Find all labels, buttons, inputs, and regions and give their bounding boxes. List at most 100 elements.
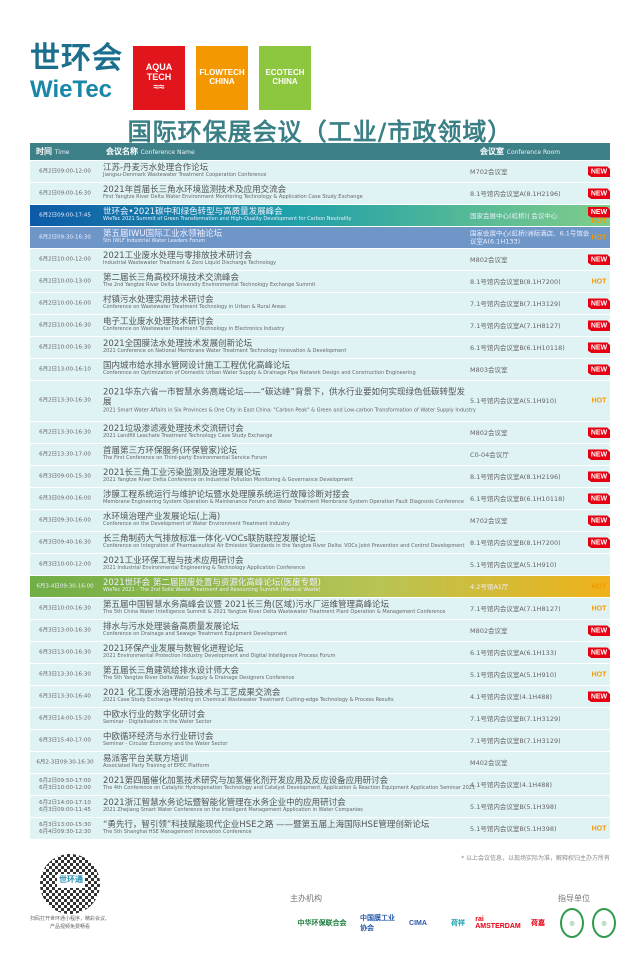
table-row: 6月2日13:30-17:00 首届第三方环保服务(环保管家)论坛 The Fir… [30, 444, 610, 465]
row-time: 6月3日13:30-16:40 [39, 692, 91, 699]
conference-room: 7.1号馆内会议室B(7.1H3129) [470, 299, 561, 308]
guide-logo-1: ◎ [560, 908, 584, 938]
table-row: 6月2日10:00-13:00 第二届长三角高校环境技术交流峰会 The 2nd … [30, 271, 610, 292]
conference-room: 5.1号馆内会议室B(5.1H398) [470, 824, 557, 833]
conference-name-cn: 首届第三方环保服务(环保管家)论坛 [103, 445, 238, 456]
table-row: 6月3日15:40-17:00 中欧循环经济与水行业研讨会 Seminar - C… [30, 730, 610, 751]
row-time: 6月2日10:00-13:00 [39, 277, 91, 284]
organizer-logo: 荷嘉 [531, 920, 545, 927]
conference-name-cn: 中欧水行业的数字化研讨会 [103, 709, 206, 720]
conference-room: 7.1号馆内会议室B(7.1H3129) [470, 736, 561, 745]
conference-room: M803会议室 [470, 365, 508, 374]
conference-name-en: 2021 Conference on National Membrane Wat… [103, 348, 347, 355]
new-badge: NEW [588, 342, 610, 353]
table-row: 6月3日14:00-15:20 中欧水行业的数字化研讨会 Seminar - Di… [30, 708, 610, 729]
row-time: 6月3日09:40-16:30 [39, 538, 91, 545]
conference-name-en: 2021 Zhejiang Smart Water Conference on … [103, 807, 363, 814]
conference-name-cn: 村镇污水处理实用技术研讨会 [103, 294, 214, 305]
col-time: 时间 Time [36, 147, 70, 156]
qr-label: 世环通 [57, 874, 85, 888]
table-row: 6月2日14:00-17:10 6月3日09:00-11:45 2021浙江智慧… [30, 796, 610, 817]
table-row: 6月3日09:00-16:00 涉膜工程系统运行与维护论坛暨水处理膜系统运行故障… [30, 488, 610, 509]
table-row: 6月3日10:00-12:00 2021工业环保工程与技术应用研讨会 2021 I… [30, 554, 610, 575]
conference-name-cn: 2021第四届催化加氢技术研究与加氢催化剂开发应用及反应设备应用研讨会 [103, 775, 389, 786]
row-time: 6月2日10:00-12:00 [39, 255, 91, 262]
table-row: 6月2日09:00-17:45 世环会•2021碳中和绿色转型与高质量发展峰会 W… [30, 205, 610, 226]
conference-room: 8.1号馆内会议室A(8.1H2196) [470, 472, 561, 481]
conference-name-en: 2021 Industrial Environmental Engineerin… [103, 565, 306, 572]
hot-badge: HOT [591, 278, 607, 285]
row-time: 6月3日10:00-12:00 [39, 560, 91, 567]
conference-name-en: 2021 Yangtze River Delta Conference on I… [103, 477, 354, 484]
conference-name-en: Industrial Wastewater Treatment & Zero L… [103, 260, 277, 267]
col-name: 会议名称 Conference Name [106, 147, 195, 156]
aquatech-logo: AQUA TECH ≈≈ [133, 46, 185, 110]
conference-name-en: Conference on Wastewater Treatment Techn… [103, 304, 286, 311]
conference-name-en: WieTec 2021 Summit of Green Transformati… [103, 216, 352, 223]
flowtech-logo: FLOWTECH CHINA [196, 46, 248, 110]
conference-name-en: Conference on Wastewater Treatment Techn… [103, 326, 285, 333]
conference-room: 8.1号馆内会议室A(8.1H2196) [470, 189, 561, 198]
conference-name-en: The 4th Conference on Catalytic Hydrogen… [103, 785, 476, 792]
new-badge: NEW [588, 320, 610, 331]
table-row: 6月2日09:00-12:00 江苏-丹麦污水处理合作论坛 Jiangsu-Den… [30, 161, 610, 182]
conference-name-en: 5th IWLF Industrial Water Leaders Forum [103, 238, 206, 245]
conference-name-cn: 中欧循环经济与水行业研讨会 [103, 731, 214, 742]
table-row: 6月3日13:00-15:30 6月4日09:30-12:30 “勇先行，智引领… [30, 818, 610, 839]
organizer-logo: 荷祥 [451, 920, 465, 927]
table-row: 6月2日13:30-16:30 2021垃圾渗滤液处理技术交流研讨会 2021 L… [30, 422, 610, 443]
conference-name-en: WieTec 2021 - The 2nd Solid Waste Treatm… [103, 587, 321, 594]
conference-name-cn: “勇先行，智引领”科技赋能现代企业HSE之路 ——暨第五届上海国际HSE管理创新… [103, 819, 430, 830]
row-time: 6月2日13:00-16:10 [39, 365, 91, 372]
conference-room: 5.1号馆内会议室A(5.1H910) [470, 396, 557, 405]
new-badge: NEW [588, 254, 610, 265]
row-time: 6月3日14:00-15:20 [39, 714, 91, 721]
conference-room: 国家会展中心(虹桥)| 会议中心 [470, 211, 558, 220]
conference-name-cn: 世环会•2021碳中和绿色转型与高质量发展峰会 [103, 206, 283, 217]
conference-room: 7.1号馆内会议室B(7.1H3129) [470, 714, 561, 723]
row-time: 6月2日14:00-17:10 6月3日09:00-11:45 [39, 799, 91, 813]
conference-name-en: The 5th China Water Intelligence Summit … [103, 609, 446, 616]
conference-room: 7.1号馆内会议室A(7.1H8127) [470, 321, 561, 330]
conference-room: M802会议室 [470, 255, 508, 264]
conference-room: 5.1号馆内会议室B(5.1H398) [470, 802, 557, 811]
conference-name-cn: 第五届长三角建筑给排水设计师大会 [103, 665, 240, 676]
conference-room: 5.1号馆内会议室A(5.1H910) [470, 560, 557, 569]
table-row: 6月2日09:50-17:00 6月3日10:00-12:00 2021第四届催… [30, 774, 610, 795]
conference-name-en: 2021 Smart Water Affairs in Six Province… [103, 406, 476, 413]
conference-name-cn: 电子工业废水处理技术研讨会 [103, 316, 214, 327]
hot-badge: HOT [591, 825, 607, 832]
organizer-logo: CIMA [409, 919, 427, 927]
table-row: 6月3日09:30-16:00 水环境治理产业发展论坛(上海) Conferenc… [30, 510, 610, 531]
conference-name-en: 2021 Case Study Exchange Meeting on Chem… [103, 697, 394, 704]
conference-name-en: The 2nd Yangtze River Delta University E… [103, 282, 316, 289]
wietec-logo: 世环会 WieTec [30, 41, 123, 103]
row-time: 6月2日13:30-17:00 [39, 450, 91, 457]
conference-name-en: Seminar - Circular Economy and the Water… [103, 741, 228, 748]
new-badge: NEW [588, 625, 610, 636]
conference-name-en: Seminar - Digitalisation in the Water Se… [103, 719, 212, 726]
conference-room: M802会议室 [470, 428, 508, 437]
new-badge: NEW [588, 691, 610, 702]
organizer-logo: 中国膜工业协会 [360, 915, 395, 932]
conference-room: 8.1号馆内会议室B(8.1H7200) [470, 277, 561, 286]
row-time: 6月3-4日09:30-16:00 [36, 582, 94, 589]
conference-name-en: Jiangsu-Denmark Wastewater Treatment Coo… [103, 172, 267, 179]
row-time: 6月2日10:00-16:00 [39, 299, 91, 306]
row-time: 6月3日09:30-16:00 [39, 516, 91, 523]
row-time: 6月2日13:30-16:30 [39, 428, 91, 435]
conference-name-en: The First Conference on Third-party Envi… [103, 455, 268, 462]
table-row: 6月3-4日09:30-16:00 2021世环会 第二届固废处置与资源化高峰论… [30, 576, 610, 597]
organizer-logo: rai AMSTERDAM [475, 916, 521, 930]
guide-logo-2: ◎ [592, 908, 616, 938]
table-row: 6月2日09:00-16:30 2021年首届长三角水环境监测技术及应用交流会 F… [30, 183, 610, 204]
conference-name-cn: 排水与污水处理装备高质量发展论坛 [103, 621, 240, 632]
conference-name-en: The 5th Shanghai HSE Management Innovati… [103, 829, 252, 836]
conference-table: 6月2日09:00-12:00 江苏-丹麦污水处理合作论坛 Jiangsu-Den… [30, 161, 610, 840]
row-time: 6月2日13:30-16:30 [39, 397, 91, 404]
conference-name-cn: 2021 化工废水治理前沿技术与工艺成果交流会 [103, 687, 281, 698]
new-badge: NEW [588, 515, 610, 526]
conference-name-cn: 2021全国膜法水处理技术发展创新论坛 [103, 338, 253, 349]
row-time: 6月3日13:00-15:30 6月4日09:30-12:30 [39, 821, 91, 835]
table-row: 6月2日10:00-16:00 村镇污水处理实用技术研讨会 Conference … [30, 293, 610, 314]
